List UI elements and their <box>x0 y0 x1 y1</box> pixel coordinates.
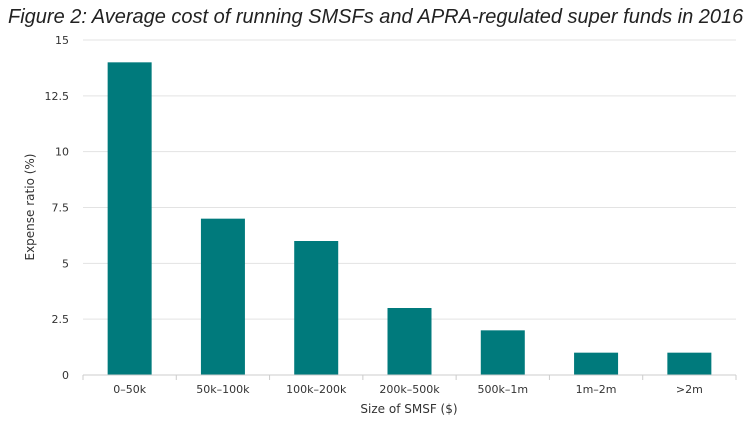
y-tick-label: 7.5 <box>52 202 70 215</box>
x-axis-ticks: 0–50k 50k–100k 100k–200k 200k–500k 500k–1m 1m… <box>82 375 737 396</box>
x-tick-label: 200k–500k <box>379 383 440 396</box>
x-tick-label: 0–50k <box>113 383 146 396</box>
bar <box>107 62 152 375</box>
x-axis-label: Size of SMSF ($) <box>360 402 457 416</box>
y-tick-label: 2.5 <box>52 313 70 326</box>
y-axis-label: Expense ratio (%) <box>23 154 37 261</box>
y-axis-ticks: 0 2.5 5 7.5 10 12.5 15 <box>45 34 70 382</box>
x-tick-label: 50k–100k <box>196 383 250 396</box>
y-tick-label: 0 <box>62 369 69 382</box>
bar <box>667 352 712 375</box>
y-tick-label: 10 <box>55 146 69 159</box>
gridlines <box>83 39 736 320</box>
bar <box>294 241 339 375</box>
bar <box>387 308 432 375</box>
bars <box>107 62 712 375</box>
y-tick-label: 12.5 <box>45 90 70 103</box>
x-tick-label: 1m–2m <box>576 383 617 396</box>
x-tick-label: 100k–200k <box>286 383 347 396</box>
bar <box>480 330 525 375</box>
y-tick-label: 15 <box>55 34 69 47</box>
bar <box>574 352 619 375</box>
chart-title: Figure 2: Average cost of running SMSFs … <box>8 6 744 28</box>
x-tick-label: >2m <box>676 383 703 396</box>
bar <box>200 218 245 375</box>
x-tick-label: 500k–1m <box>477 383 528 396</box>
y-tick-label: 5 <box>62 257 69 270</box>
